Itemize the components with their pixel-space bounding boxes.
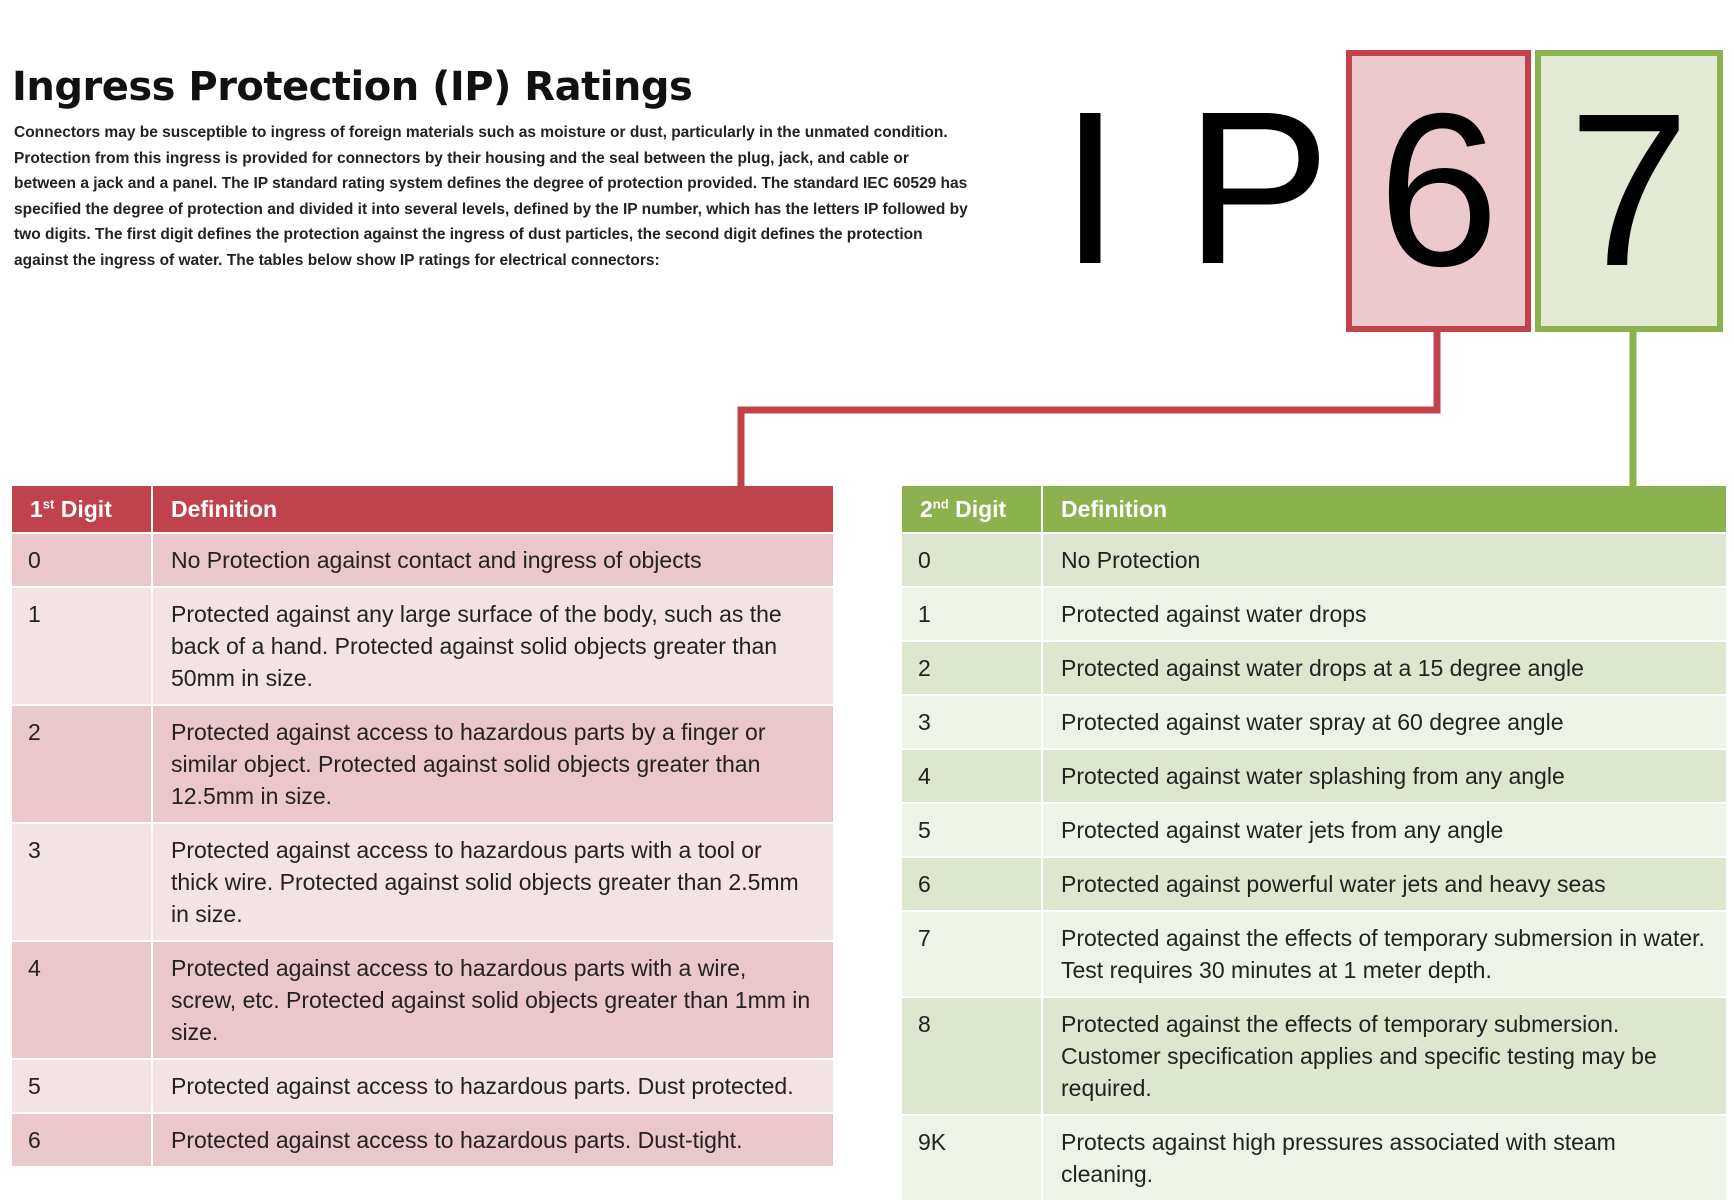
intro-paragraph: Connectors may be susceptible to ingress… xyxy=(14,124,968,269)
definition-cell: Protected against water drops at a 15 de… xyxy=(1042,640,1728,695)
definition-cell: Protected against any large surface of t… xyxy=(152,586,835,705)
definition-cell: Protected against the effects of tempora… xyxy=(1042,996,1728,1115)
definition-cell: Protected against access to hazardous pa… xyxy=(152,1112,835,1166)
first-digit-header: 1st Digit xyxy=(12,486,153,533)
definition-cell: No Protection xyxy=(1042,532,1728,587)
ip-letter-i: I xyxy=(1060,67,1121,310)
definition-cell: Protected against access to hazardous pa… xyxy=(152,704,835,823)
definition-cell: Protected against access to hazardous pa… xyxy=(152,1058,835,1113)
table-row: 2 Protected against water drops at a 15 d… xyxy=(902,640,1728,695)
digit-cell: 3 xyxy=(12,822,153,941)
digit-cell: 4 xyxy=(902,748,1043,803)
digit-cell: 1 xyxy=(902,586,1043,641)
table-row: 1 Protected against water drops xyxy=(902,586,1728,641)
definition-cell: Protected against water spray at 60 degr… xyxy=(1042,694,1728,749)
digit-cell: 8 xyxy=(902,996,1043,1115)
table-row: 0 No Protection xyxy=(902,532,1728,587)
table-row: 5 Protected against water jets from any a… xyxy=(902,802,1728,857)
page-title: Ingress Protection (IP) Ratings xyxy=(12,64,693,110)
first-digit-connector xyxy=(737,332,1441,486)
digit-cell: 0 xyxy=(902,532,1043,587)
table-row: 5 Protected against access to hazardous p… xyxy=(12,1058,835,1113)
digit-cell: 2 xyxy=(902,640,1043,695)
definition-cell: Protected against water drops xyxy=(1042,586,1728,641)
table-row: 6 Protected against powerful water jets a… xyxy=(902,856,1728,911)
definition-cell: Protects against high pressures associat… xyxy=(1042,1114,1728,1200)
table-row: 8 Protected against the effects of tempor… xyxy=(902,996,1728,1115)
table-row: 9K Protects against high pressures associ… xyxy=(902,1114,1728,1200)
table-row: 2 Protected against access to hazardous p… xyxy=(12,704,835,823)
definition-cell: Protected against access to hazardous pa… xyxy=(152,822,835,941)
digit-cell: 1 xyxy=(12,586,153,705)
table-row: 3 Protected against access to hazardous p… xyxy=(12,822,835,941)
table-row: 0 No Protection against contact and ingre… xyxy=(12,532,835,587)
digit-cell: 7 xyxy=(902,910,1043,997)
digit-cell: 6 xyxy=(902,856,1043,911)
digit-cell: 9K xyxy=(902,1114,1043,1200)
table-row: 6 Protected against access to hazardous p… xyxy=(12,1112,835,1166)
definition-cell: Protected against water jets from any an… xyxy=(1042,802,1728,857)
digit-cell: 6 xyxy=(12,1112,153,1166)
table-row: 4 Protected against access to hazardous p… xyxy=(12,940,835,1059)
table-row: 3 Protected against water spray at 60 deg… xyxy=(902,694,1728,749)
second-digit-table: 2nd Digit Definition 0 No Protection 1 Pro… xyxy=(902,486,1728,1200)
ip-letter-p: P xyxy=(1185,67,1331,310)
first-digit-value: 6 xyxy=(1377,69,1500,312)
definition-cell: Protected against powerful water jets an… xyxy=(1042,856,1728,911)
digit-cell: 0 xyxy=(12,532,153,587)
definition-cell: Protected against water splashing from a… xyxy=(1042,748,1728,803)
second-digit-value: 7 xyxy=(1568,69,1690,312)
definition-cell: No Protection against contact and ingres… xyxy=(152,532,835,587)
digit-cell: 2 xyxy=(12,704,153,823)
digit-cell: 4 xyxy=(12,940,153,1059)
table-row: 1 Protected against any large surface of … xyxy=(12,586,835,705)
definition-header: Definition xyxy=(152,486,835,533)
second-digit-header: 2nd Digit xyxy=(902,486,1043,533)
table-row: 7 Protected against the effects of tempor… xyxy=(902,910,1728,997)
digit-cell: 5 xyxy=(902,802,1043,857)
first-digit-table: 1st Digit Definition 0 No Protection agai… xyxy=(12,486,835,1166)
table-row: 4 Protected against water splashing from … xyxy=(902,748,1728,803)
digit-cell: 5 xyxy=(12,1058,153,1113)
definition-cell: Protected against the effects of tempora… xyxy=(1042,910,1728,997)
second-digit-box: 7 xyxy=(1535,50,1723,332)
definition-header: Definition xyxy=(1042,486,1728,533)
digit-cell: 3 xyxy=(902,694,1043,749)
first-digit-box: 6 xyxy=(1346,50,1531,332)
definition-cell: Protected against access to hazardous pa… xyxy=(152,940,835,1059)
